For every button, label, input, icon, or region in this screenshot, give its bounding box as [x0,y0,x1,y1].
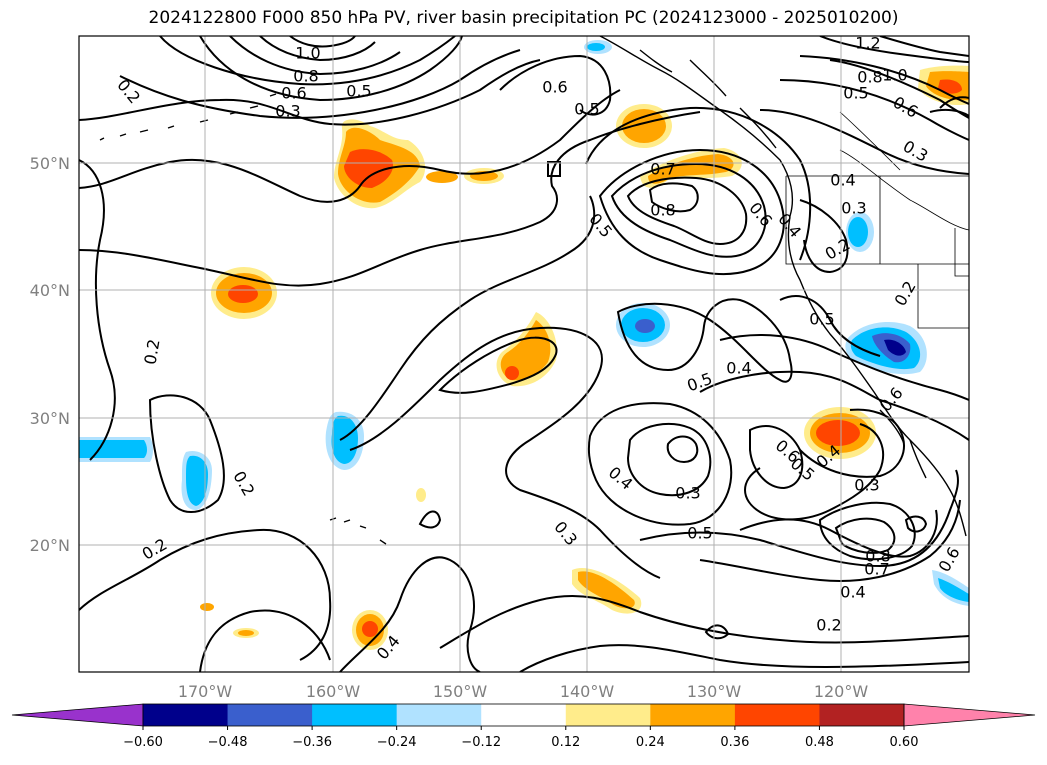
colorbar-segment [481,704,567,726]
colorbar-tick-label: 0.24 [636,735,665,750]
contour-label: 0.6 [542,78,567,97]
colorbar-tick-label: 0.48 [805,735,834,750]
lon-label: 160°W [306,682,361,701]
borders [785,111,969,329]
contour-label: 0.4 [840,583,865,602]
contour-label: 0.3 [854,476,879,495]
colorbar-tick-label: −0.36 [292,735,332,750]
contour-label: 1.0 [882,66,907,85]
contour-label: 0.7 [864,560,889,579]
contour-label: 0.5 [346,82,371,101]
contour-label: 0.8 [865,547,890,566]
colorbar-segment [819,704,905,726]
colorbar-tick-label: −0.24 [377,735,417,750]
contour-label: 0.6 [281,84,306,103]
lat-label: 40°N [30,281,70,300]
contour-label: 0.8 [293,67,318,86]
graticule [79,36,969,672]
lon-label: 140°W [560,682,615,701]
colorbar-segment [396,704,482,726]
lat-label: 50°N [30,154,70,173]
lon-label: 130°W [687,682,742,701]
lon-label: 120°W [814,682,869,701]
colorbar-extend-min [11,703,144,727]
colorbar-segment [143,704,229,726]
contour-label: 1.2 [855,34,880,53]
contour-label: 0.3 [841,199,866,218]
colorbar-segment [650,704,736,726]
colorbar-segment [734,704,820,726]
colorbar-segment [565,704,651,726]
contour-label: 0.3 [275,102,300,121]
lon-label: 170°W [178,682,233,701]
map-title: 2024122800 F000 850 hPa PV, river basin … [148,8,899,28]
colorbar-tick-label: 0.60 [890,735,919,750]
lat-label: 30°N [30,409,70,428]
lat-label: 20°N [30,536,70,555]
lon-label: 150°W [433,682,488,701]
pv-contours [79,36,969,672]
contour-label: 0.3 [675,484,700,503]
precip-shading [79,40,969,650]
colorbar-segment [312,704,398,726]
contour-label: 0.8 [650,201,675,220]
colorbar-tick-label: 0.12 [551,735,580,750]
contour-label: 0.7 [650,160,675,179]
colorbar-tick-label: −0.48 [208,735,248,750]
contour-label: 0.8 [857,68,882,87]
colorbar-tick-label: −0.12 [461,735,501,750]
map-frame [78,35,970,673]
contour-label: 0.4 [830,171,855,190]
longitude-labels: 170°W 160°W 150°W 140°W 130°W 120°W [178,682,869,701]
colorbar: −0.60 −0.48 −0.36 −0.24 −0.12 0.12 0.24 0.36 0.4… [11,703,1036,750]
colorbar-tick-label: 0.36 [720,735,749,750]
map-area: 1.00.80.6 0.50.30.60.51.20.8 1.00.5 0.60.30… [79,34,969,672]
contour-label: 0.2 [816,616,841,635]
latitude-labels: 50°N 40°N 30°N 20°N [30,154,70,555]
colorbar-extend-max [903,703,1036,727]
contour-label: 0.4 [726,359,751,378]
contour-label: 0.5 [809,310,834,329]
contour-label: 0.5 [687,524,712,543]
colorbar-frame [142,703,905,727]
contour-label: 1.0 [295,44,320,63]
contour-label: 0.5 [843,84,868,103]
contour-label: 0.5 [574,100,599,119]
colorbar-segment [227,704,313,726]
contour-label: 0.2 [140,338,163,366]
colorbar-tick-label: −0.60 [123,735,163,750]
